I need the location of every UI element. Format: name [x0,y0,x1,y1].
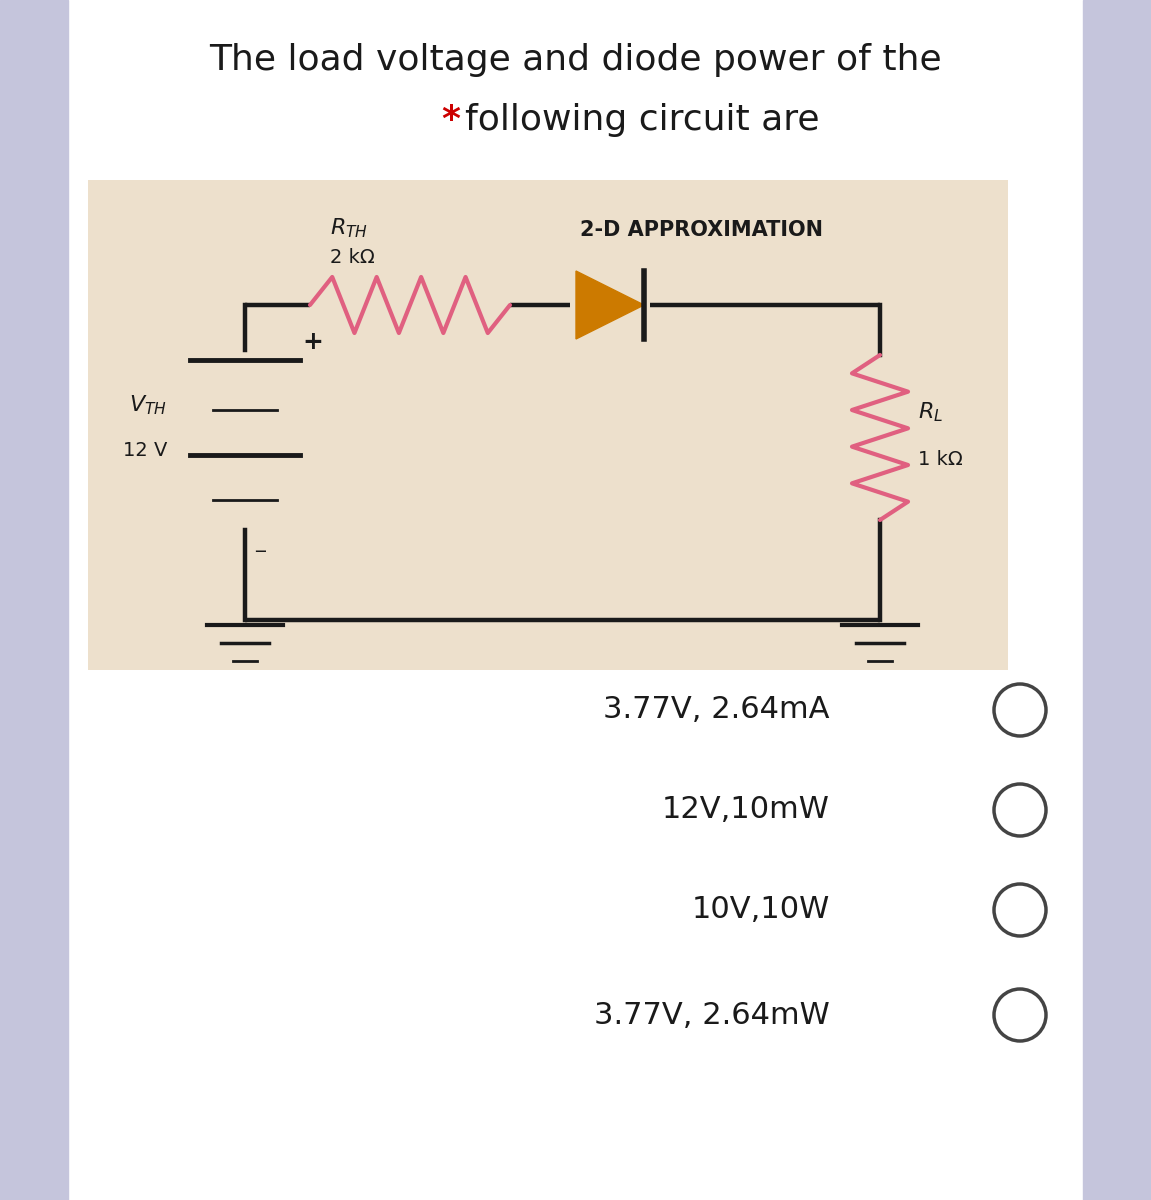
Text: $R_L$: $R_L$ [918,401,943,425]
Bar [1083,0,1151,1200]
Text: 1 kΩ: 1 kΩ [918,450,962,469]
Bar [0,0,68,1200]
Text: _: _ [256,533,265,552]
Text: $V_{TH}$: $V_{TH}$ [129,394,167,416]
Polygon shape [576,271,645,338]
Text: *: * [441,103,460,137]
Text: 3.77V, 2.64mA: 3.77V, 2.64mA [603,696,830,725]
Text: 10V,10W: 10V,10W [692,895,830,924]
Text: 2-D APPROXIMATION: 2-D APPROXIMATION [580,220,823,240]
Text: 12 V: 12 V [123,440,167,460]
Text: 2 kΩ: 2 kΩ [330,248,375,266]
Text: following circuit are: following circuit are [465,103,820,137]
Text: +: + [303,330,323,354]
Text: 3.77V, 2.64mW: 3.77V, 2.64mW [594,1001,830,1030]
Bar [87,180,1008,670]
Text: The load voltage and diode power of the: The load voltage and diode power of the [208,43,942,77]
Text: 12V,10mW: 12V,10mW [662,796,830,824]
Text: $R_{TH}$: $R_{TH}$ [330,216,368,240]
